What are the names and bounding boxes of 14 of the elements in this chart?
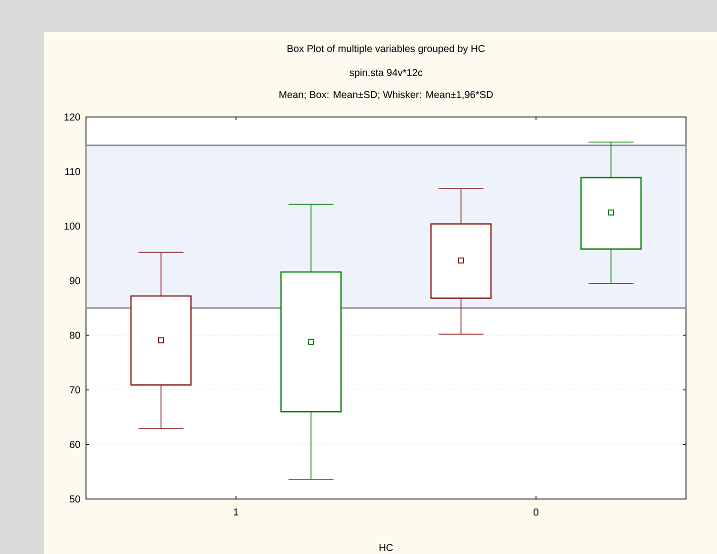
y-tick-label: 100 [64, 222, 80, 230]
x-tick-label: 1 [234, 508, 238, 516]
x-tick-label: 0 [534, 508, 538, 516]
chart-subtitle: spin.sta 94v*12c [350, 68, 422, 78]
chart-title: Box Plot of multiple variables grouped by HC [288, 44, 485, 54]
y-tick-label: 80 [70, 332, 80, 339]
y-tick-label: 110 [65, 168, 80, 175]
y-tick-label: 50 [70, 495, 80, 502]
y-tick-label: 90 [70, 276, 80, 284]
y-tick-label: 120 [64, 113, 80, 120]
y-tick-label: 60 [70, 440, 80, 448]
x-axis-title: HC [380, 544, 393, 551]
y-tick-label: 70 [70, 386, 80, 394]
text: Mean; Box: Mean±SD; Whisker: Mean±1,96*SD [280, 90, 493, 100]
